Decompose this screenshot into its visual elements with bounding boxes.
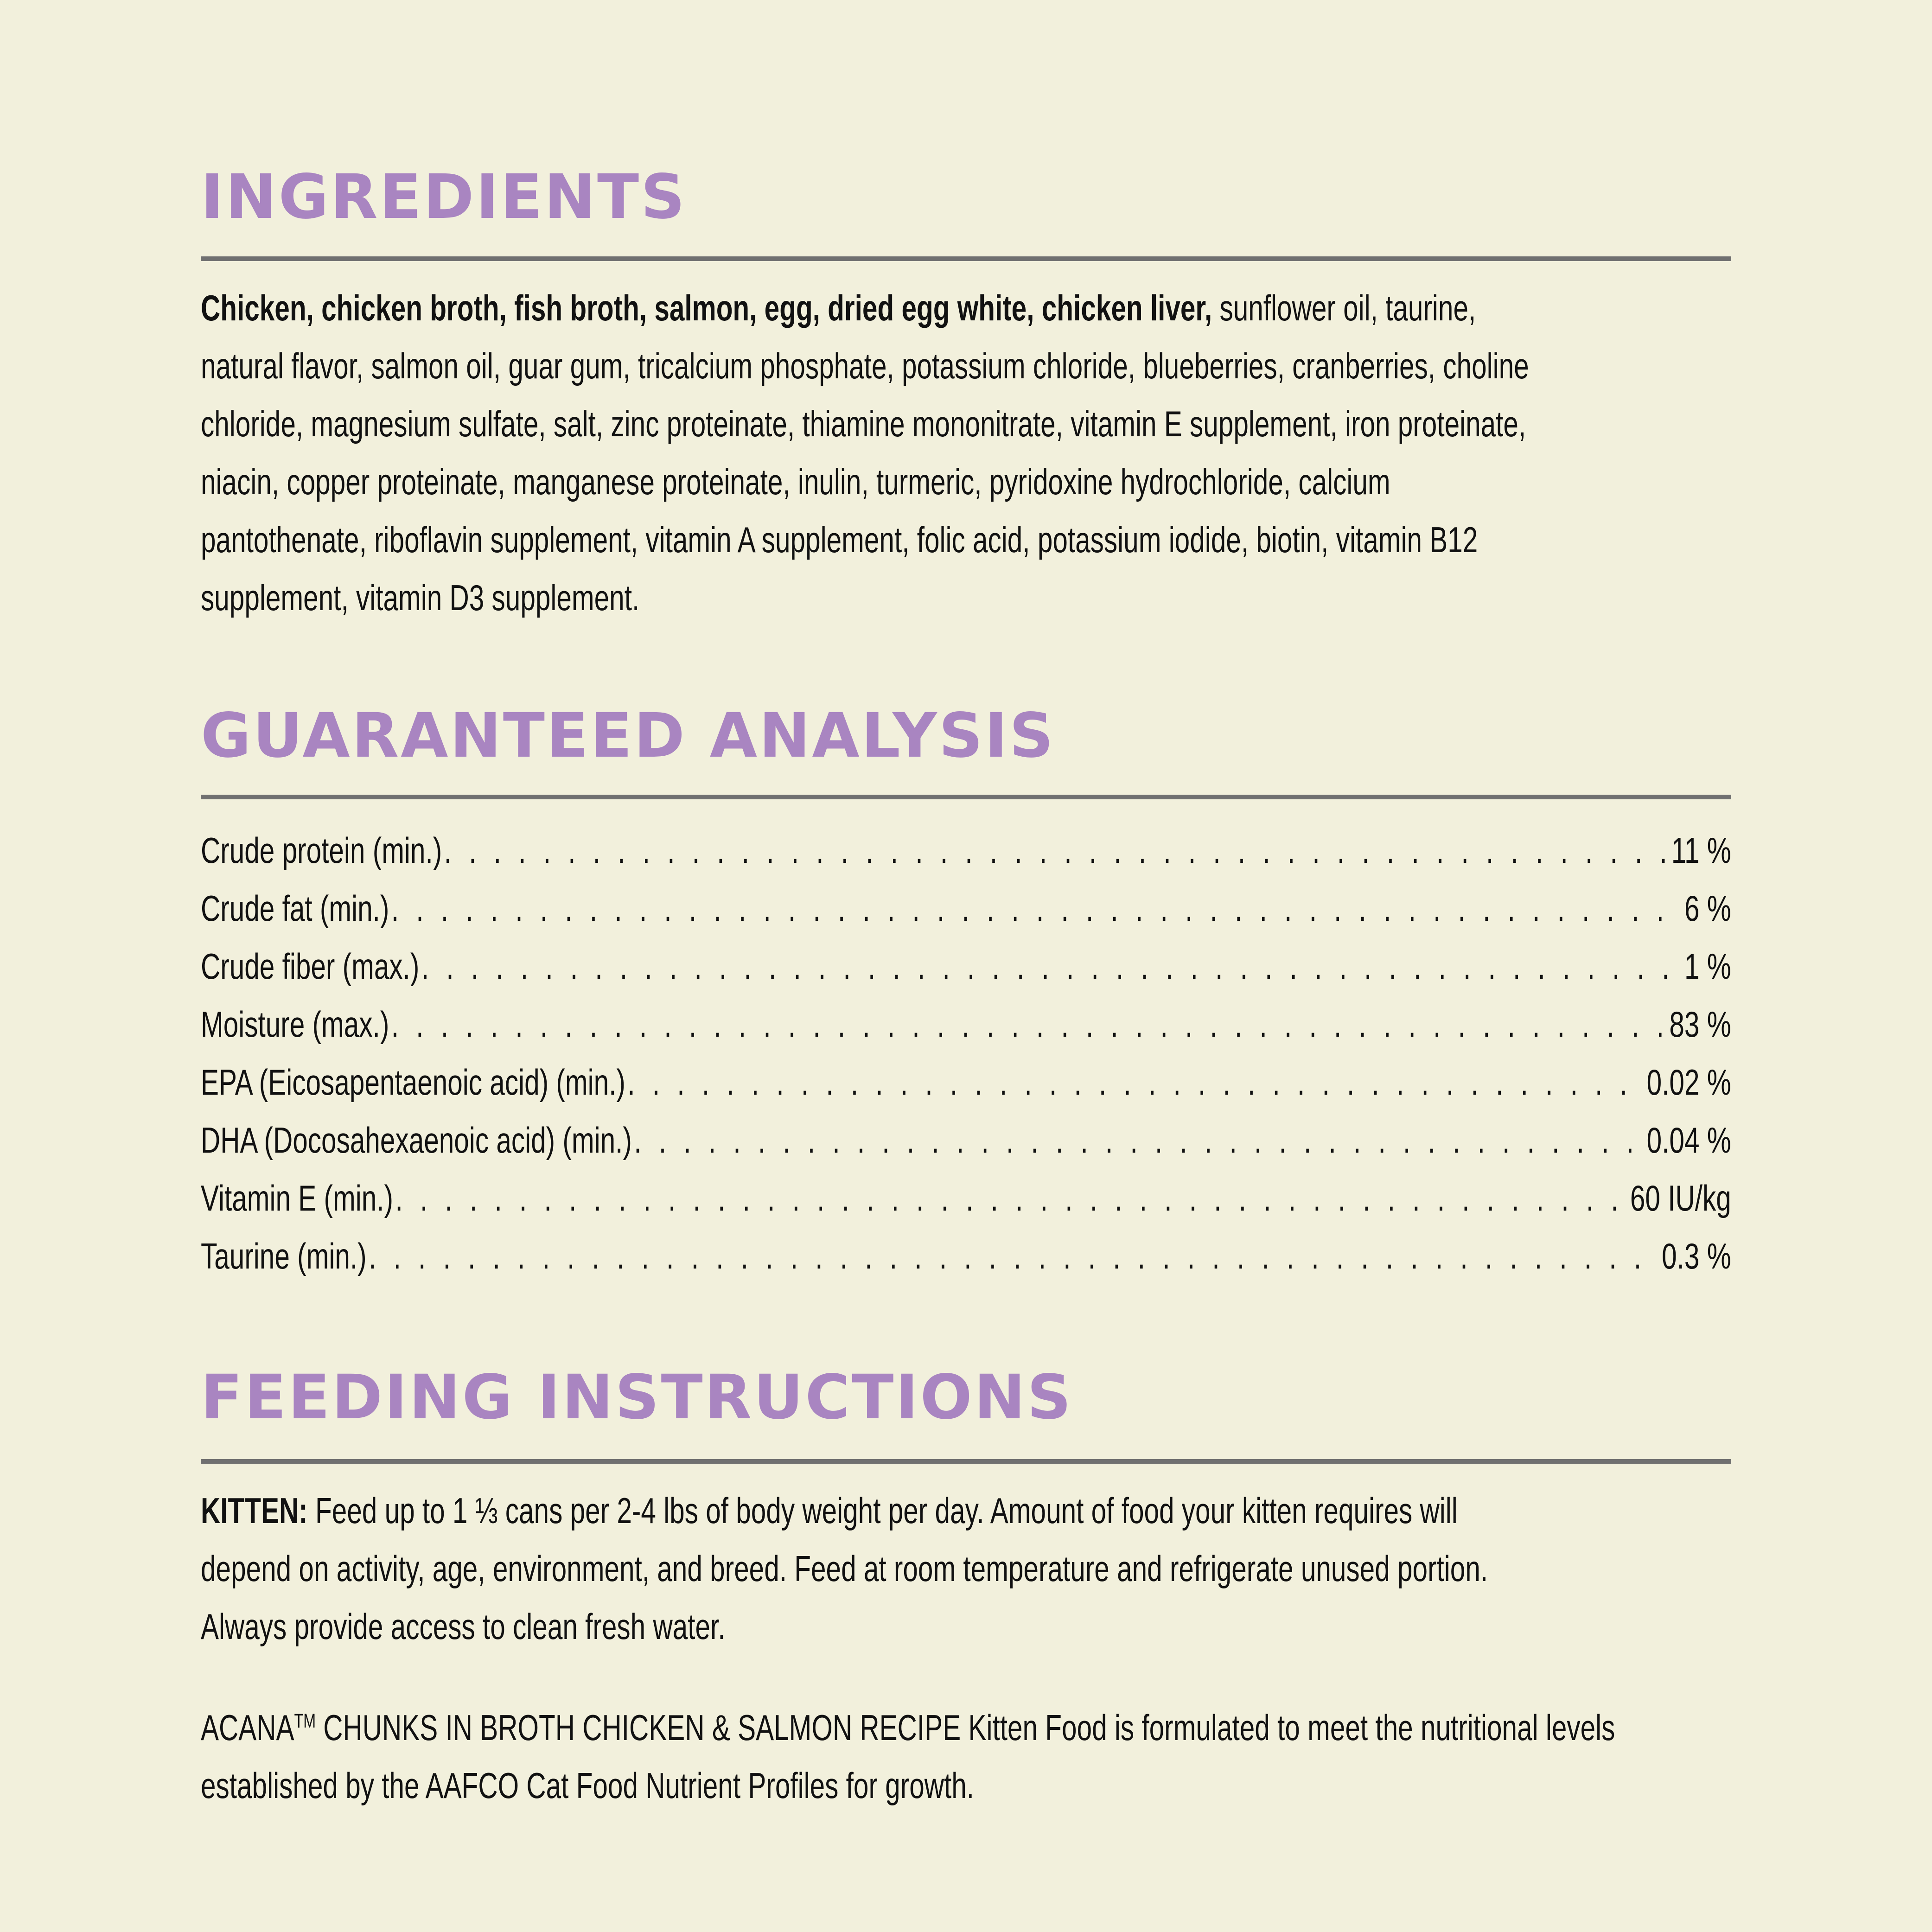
analysis-row: Crude fat (min.) 6 % bbox=[201, 880, 1731, 937]
analysis-row: DHA (Docosahexaenoic acid) (min.) 0.04 % bbox=[201, 1111, 1731, 1169]
analysis-value: 0.02 % bbox=[1646, 1062, 1731, 1103]
feeding-divider bbox=[201, 1459, 1731, 1464]
analysis-value: 0.3 % bbox=[1662, 1236, 1731, 1276]
kitten-instructions: KITTEN: Feed up to 1 ⅓ cans per 2-4 lbs … bbox=[201, 1482, 1731, 1656]
aafco-line: established by the AAFCO Cat Food Nutrie… bbox=[201, 1765, 975, 1806]
ingredients-bold-lead: Chicken, chicken broth, fish broth, salm… bbox=[201, 287, 1212, 328]
dot-leader bbox=[421, 937, 1683, 995]
analysis-value: 11 % bbox=[1671, 830, 1731, 871]
ingredients-line: pantothenate, riboflavin supplement, vit… bbox=[201, 519, 1478, 560]
analysis-divider bbox=[201, 795, 1731, 799]
analysis-label: EPA (Eicosapentaenoic acid) (min.) bbox=[201, 1062, 625, 1103]
analysis-row: Crude protein (min.) 11 % bbox=[201, 822, 1731, 880]
analysis-value: 83 % bbox=[1669, 1004, 1731, 1045]
analysis-label: Moisture (max.) bbox=[201, 1004, 389, 1045]
analysis-label: Crude protein (min.) bbox=[201, 830, 442, 871]
kitten-line: KITTEN: Feed up to 1 ⅓ cans per 2-4 lbs … bbox=[201, 1482, 1731, 1540]
ingredients-line-text: sunflower oil, taurine, bbox=[1212, 287, 1476, 328]
kitten-label: KITTEN: bbox=[201, 1490, 308, 1531]
analysis-row: Crude fiber (max.) 1 % bbox=[201, 937, 1731, 995]
brand-name: ACANA bbox=[201, 1707, 294, 1748]
analysis-label: DHA (Docosahexaenoic acid) (min.) bbox=[201, 1120, 632, 1160]
dot-leader bbox=[391, 880, 1683, 937]
aafco-line-text: CHUNKS IN BROTH CHICKEN & SALMON RECIPE … bbox=[316, 1707, 1615, 1748]
analysis-value: 6 % bbox=[1684, 888, 1731, 929]
analysis-value: 60 IU/kg bbox=[1630, 1178, 1731, 1218]
aafco-line: ACANATM CHUNKS IN BROTH CHICKEN & SALMON… bbox=[201, 1699, 1731, 1757]
ingredients-line: niacin, copper proteinate, manganese pro… bbox=[201, 461, 1390, 502]
dot-leader bbox=[627, 1053, 1645, 1111]
aafco-statement: ACANATM CHUNKS IN BROTH CHICKEN & SALMON… bbox=[201, 1699, 1731, 1815]
analysis-row: Vitamin E (min.) 60 IU/kg bbox=[201, 1169, 1731, 1227]
kitten-line-text: Feed up to 1 ⅓ cans per 2-4 lbs of body … bbox=[307, 1490, 1458, 1531]
trademark: TM bbox=[294, 1710, 316, 1732]
ingredients-line: chloride, magnesium sulfate, salt, zinc … bbox=[201, 403, 1526, 444]
analysis-value: 1 % bbox=[1684, 946, 1731, 987]
analysis-label: Crude fat (min.) bbox=[201, 888, 389, 929]
analysis-row: Taurine (min.) 0.3 % bbox=[201, 1227, 1731, 1285]
analysis-label: Crude fiber (max.) bbox=[201, 946, 420, 987]
feeding-heading: FEEDING INSTRUCTIONS bbox=[201, 1362, 1073, 1433]
kitten-line: depend on activity, age, environment, an… bbox=[201, 1548, 1488, 1589]
kitten-line: Always provide access to clean fresh wat… bbox=[201, 1606, 726, 1647]
dot-leader bbox=[634, 1111, 1645, 1169]
dot-leader bbox=[391, 995, 1667, 1053]
analysis-row: EPA (Eicosapentaenoic acid) (min.) 0.02 % bbox=[201, 1053, 1731, 1111]
analysis-label: Taurine (min.) bbox=[201, 1236, 367, 1276]
ingredients-divider bbox=[201, 256, 1731, 261]
dot-leader bbox=[444, 822, 1670, 880]
dot-leader bbox=[395, 1169, 1628, 1227]
analysis-label: Vitamin E (min.) bbox=[201, 1178, 394, 1218]
analysis-heading: GUARANTEED ANALYSIS bbox=[201, 700, 1055, 772]
ingredients-heading: INGREDIENTS bbox=[201, 161, 687, 233]
ingredients-line: supplement, vitamin D3 supplement. bbox=[201, 577, 640, 618]
analysis-row: Moisture (max.) 83 % bbox=[201, 995, 1731, 1053]
analysis-value: 0.04 % bbox=[1646, 1120, 1731, 1160]
dot-leader bbox=[369, 1227, 1660, 1285]
ingredients-line: Chicken, chicken broth, fish broth, salm… bbox=[201, 279, 1731, 337]
ingredients-line: natural flavor, salmon oil, guar gum, tr… bbox=[201, 345, 1529, 386]
analysis-table: Crude protein (min.) 11 % Crude fat (min.)… bbox=[201, 822, 1731, 1285]
ingredients-text: Chicken, chicken broth, fish broth, salm… bbox=[201, 279, 1731, 627]
